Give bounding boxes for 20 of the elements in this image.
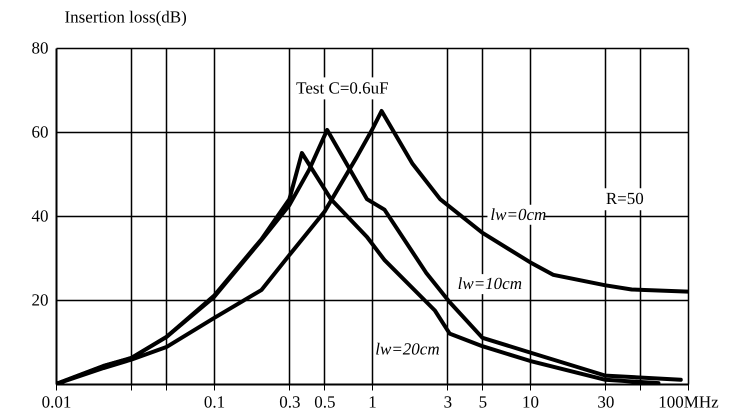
series-label: lw=10cm: [458, 274, 522, 294]
x-tick-label: 10: [522, 392, 539, 412]
x-tick-label: 0.3: [279, 392, 301, 412]
x-tick-label: 5: [478, 392, 488, 412]
y-tick-label: 80: [32, 38, 48, 58]
x-tick-label: 1: [368, 392, 377, 412]
y-tick-label: 20: [32, 290, 48, 310]
y-tick-label: 60: [32, 122, 48, 142]
annotation: Test C=0.6uF: [296, 78, 389, 98]
y-axis-title: Insertion loss(dB): [64, 8, 187, 26]
annotation: R=50: [606, 189, 644, 208]
y-tick-label: 40: [32, 206, 48, 226]
series-label: lw=20cm: [375, 340, 440, 359]
x-tick-label: 100MHz: [658, 392, 720, 412]
x-tick-label: 0.5: [314, 392, 336, 412]
x-tick-label: 0.01: [42, 392, 72, 412]
x-tick-label: 3: [444, 392, 452, 412]
series-label: lw=0cm: [490, 204, 546, 224]
x-tick-label: 0.1: [204, 392, 226, 412]
x-tick-label: 30: [597, 392, 614, 412]
